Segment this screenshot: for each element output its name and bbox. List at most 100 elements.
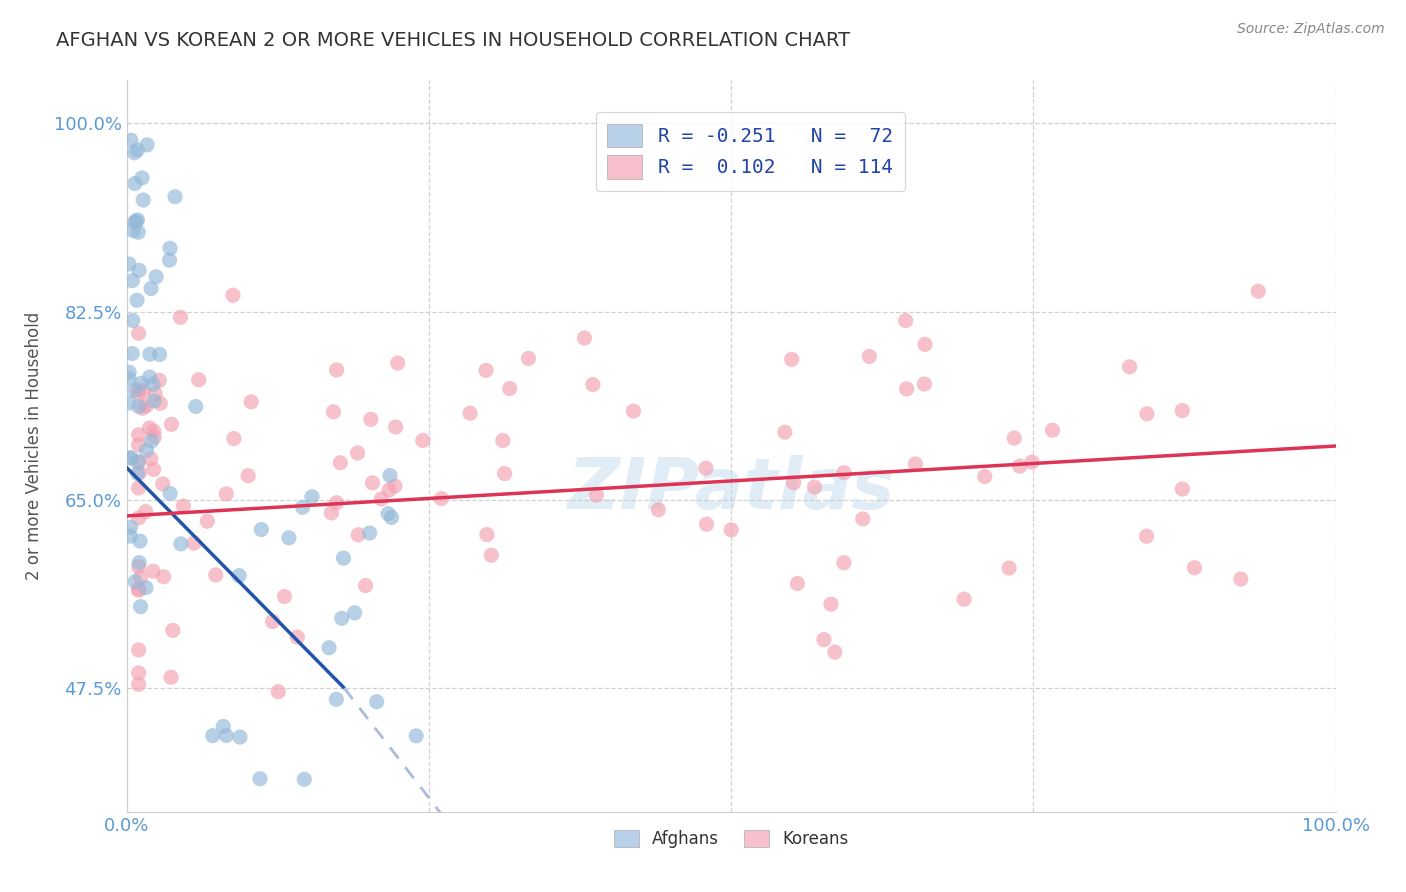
Point [184, 400, 207, 414]
Point [517, 351, 540, 366]
Point [998, 561, 1021, 575]
Point [170, 537, 193, 551]
Point [204, 568, 226, 582]
Point [128, 386, 150, 401]
Point [332, 551, 354, 566]
Point [124, 574, 146, 589]
Point [142, 564, 165, 578]
Point [165, 190, 187, 204]
Point [1171, 482, 1194, 496]
Point [824, 645, 846, 659]
Point [852, 512, 875, 526]
Point [139, 281, 162, 295]
Point [262, 615, 284, 629]
Point [121, 346, 143, 360]
Point [159, 253, 181, 268]
Point [475, 363, 498, 377]
Point [127, 225, 149, 239]
Point [325, 363, 347, 377]
Point [124, 215, 146, 229]
Point [273, 590, 295, 604]
Point [160, 417, 183, 432]
Point [132, 384, 155, 399]
Point [159, 486, 181, 500]
Point [128, 326, 150, 341]
Point [858, 350, 880, 364]
Point [574, 331, 596, 345]
Point [125, 293, 148, 308]
Point [148, 373, 170, 387]
Point [325, 692, 347, 706]
Point [142, 424, 165, 438]
Point [132, 193, 155, 207]
Point [131, 170, 153, 185]
Point [229, 730, 252, 744]
Point [120, 529, 142, 543]
Point [492, 434, 515, 448]
Point [321, 506, 343, 520]
Point [138, 421, 160, 435]
Point [325, 496, 347, 510]
Point [129, 376, 152, 391]
Point [160, 670, 183, 684]
Point [1021, 455, 1043, 469]
Point [172, 499, 194, 513]
Point [135, 581, 157, 595]
Point [169, 310, 191, 325]
Point [222, 432, 245, 446]
Point [128, 559, 150, 574]
Point [121, 313, 143, 327]
Point [201, 729, 224, 743]
Point [912, 377, 935, 392]
Point [370, 491, 392, 506]
Point [832, 466, 855, 480]
Point [128, 556, 150, 570]
Point [124, 177, 146, 191]
Point [139, 451, 162, 466]
Point [228, 568, 250, 582]
Point [1171, 403, 1194, 417]
Point [412, 434, 434, 448]
Point [129, 599, 152, 614]
Point [430, 491, 453, 506]
Point [803, 480, 825, 494]
Point [152, 570, 174, 584]
Point [128, 455, 150, 469]
Point [479, 548, 502, 562]
Point [148, 347, 170, 361]
Point [820, 597, 842, 611]
Point [195, 514, 218, 528]
Point [387, 356, 409, 370]
Point [384, 479, 406, 493]
Point [120, 450, 142, 465]
Point [142, 377, 165, 392]
Point [1136, 529, 1159, 543]
Point [143, 430, 166, 444]
Point [285, 630, 308, 644]
Point [813, 632, 835, 647]
Point [183, 536, 205, 550]
Point [378, 468, 401, 483]
Point [128, 427, 150, 442]
Point [121, 274, 143, 288]
Point [149, 396, 172, 410]
Point [782, 475, 804, 490]
Point [1184, 560, 1206, 574]
Point [378, 483, 401, 497]
Point [1247, 285, 1270, 299]
Point [118, 396, 141, 410]
Text: Source: ZipAtlas.com: Source: ZipAtlas.com [1237, 22, 1385, 37]
Point [1008, 459, 1031, 474]
Point [135, 399, 157, 413]
Point [131, 401, 153, 416]
Point [215, 487, 238, 501]
Point [129, 570, 152, 584]
Point [475, 527, 498, 541]
Point [128, 583, 150, 598]
Point [1230, 572, 1253, 586]
Point [773, 425, 796, 439]
Point [249, 772, 271, 786]
Point [152, 477, 174, 491]
Point [142, 462, 165, 476]
Point [143, 393, 166, 408]
